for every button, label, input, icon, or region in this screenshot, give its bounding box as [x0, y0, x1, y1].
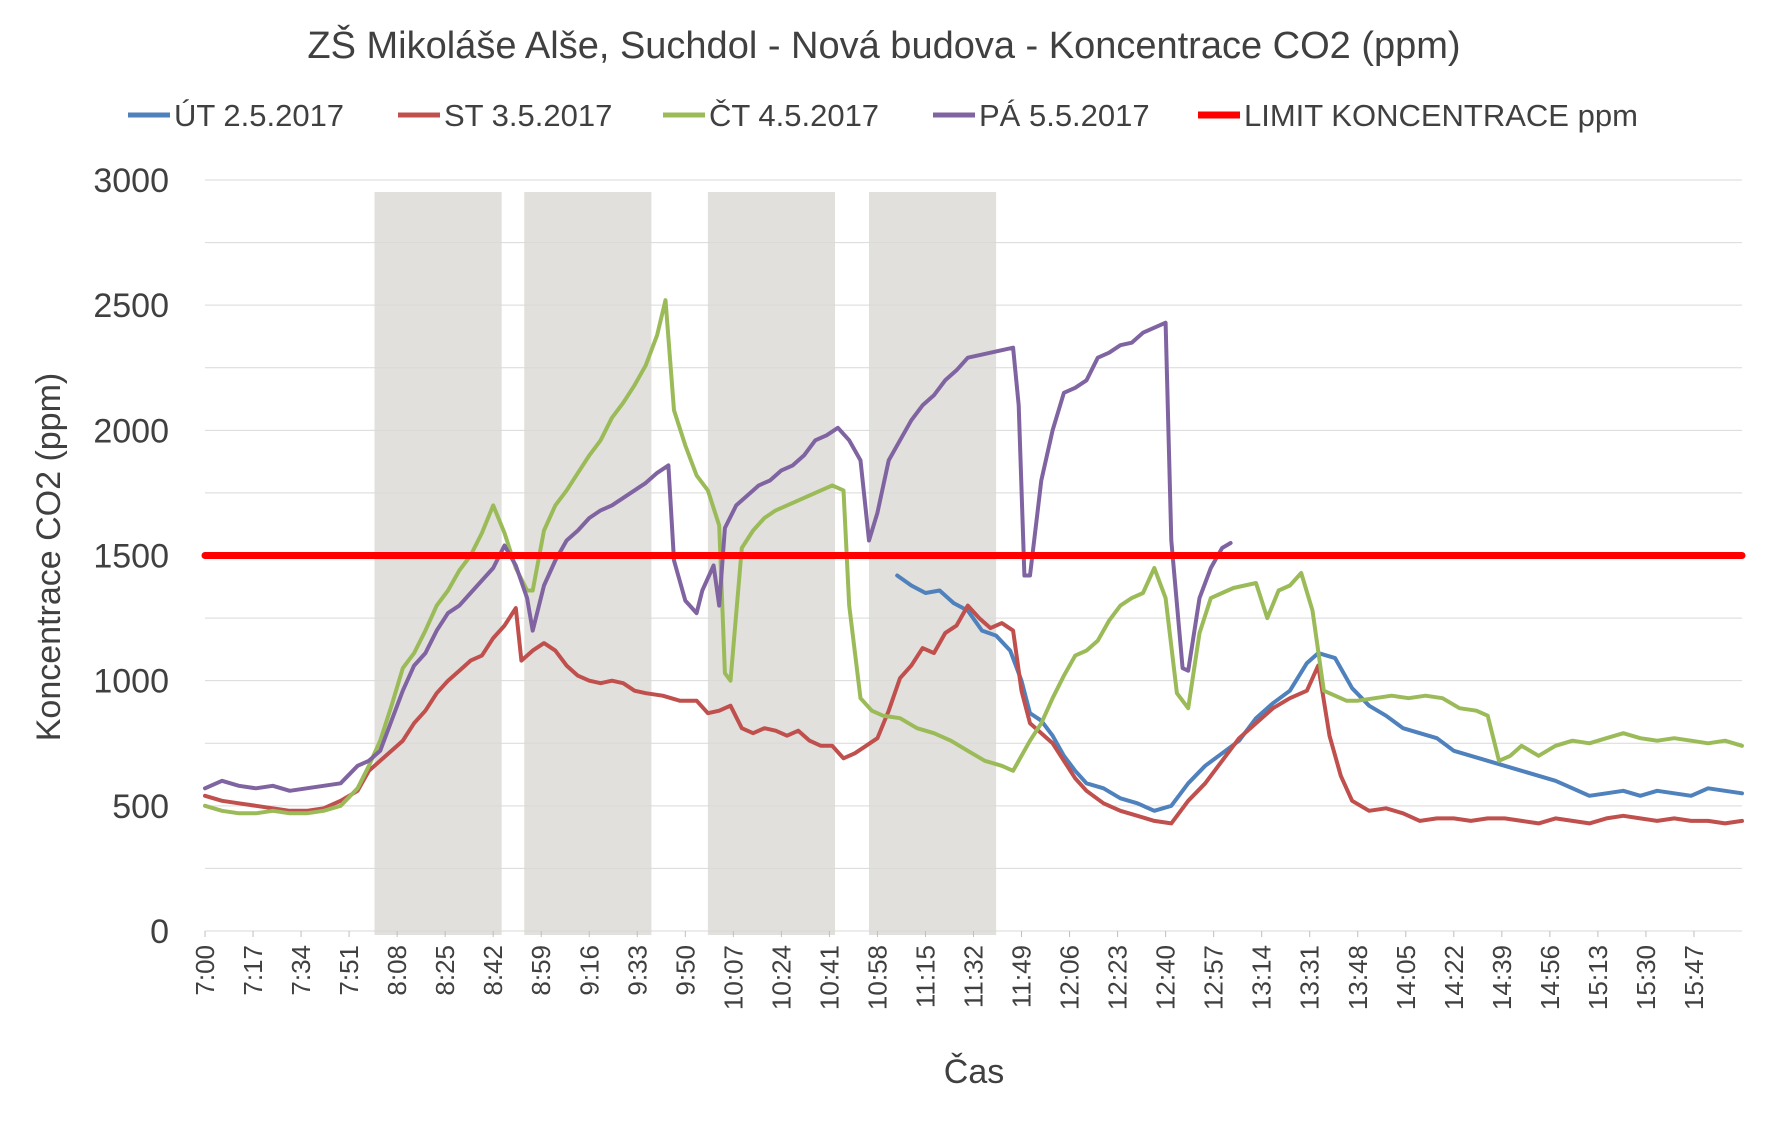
series-line: [203, 298, 1744, 816]
x-tick-label: 10:58: [862, 945, 892, 1010]
x-tick-label: 15:30: [1631, 945, 1661, 1010]
x-tick-label: 14:56: [1535, 945, 1565, 1010]
x-tick-label: 8:42: [478, 945, 508, 996]
legend-label: ČT 4.5.2017: [709, 98, 879, 133]
y-tick-labels: 0 500 1000 1500 2000 2500 3000: [93, 162, 169, 951]
x-tick-label: 9:16: [574, 945, 604, 996]
x-tick-label: 12:06: [1055, 945, 1085, 1010]
x-tick-labels: 7:00 7:17 7:34 7:51 8:08 8:25 8:42 8:59 9:16 9:33…: [190, 931, 1709, 1010]
x-tick-label: 7:17: [238, 945, 268, 996]
x-tick-label: 15:47: [1679, 945, 1709, 1010]
legend: ÚT 2.5.2017 ST 3.5.2017 ČT 4.5.2017 PÁ 5.5.…: [128, 98, 1638, 133]
x-tick-label: 12:23: [1103, 945, 1133, 1010]
y-tick-label: 1500: [93, 538, 169, 576]
series-line: [203, 320, 1233, 793]
x-axis-label: Čas: [944, 1053, 1004, 1091]
series-line: [203, 603, 1744, 826]
legend-label: ST 3.5.2017: [444, 98, 612, 133]
x-tick-label: 8:25: [430, 945, 460, 996]
y-tick-label: 500: [112, 788, 169, 826]
x-tick-label: 10:24: [766, 945, 796, 1010]
x-tick-label: 14:22: [1439, 945, 1469, 1010]
x-tick-label: 10:07: [718, 945, 748, 1010]
class-period-band: [374, 192, 502, 935]
class-period-band: [707, 192, 836, 935]
legend-label: ÚT 2.5.2017: [174, 98, 344, 133]
x-tick-label: 13:48: [1343, 945, 1373, 1010]
x-tick-label: 9:33: [622, 945, 652, 996]
y-tick-label: 1000: [93, 663, 169, 701]
y-tick-label: 2500: [93, 287, 169, 325]
x-tick-label: 8:08: [382, 945, 412, 996]
y-tick-label: 2000: [93, 412, 169, 450]
chart-title: ZŠ Mikoláše Alše, Suchdol - Nová budova …: [307, 23, 1460, 67]
x-tick-label: 10:41: [814, 945, 844, 1010]
x-tick-label: 7:34: [286, 945, 316, 996]
class-period-bands: [374, 192, 997, 935]
x-tick-label: 13:31: [1295, 945, 1325, 1010]
x-tick-label: 11:49: [1007, 945, 1037, 1008]
legend-label: LIMIT KONCENTRACE ppm: [1244, 98, 1638, 133]
x-tick-label: 11:32: [959, 945, 989, 1008]
x-tick-label: 12:40: [1151, 945, 1181, 1010]
y-tick-label: 3000: [93, 162, 169, 200]
series-layer: [201, 298, 1746, 826]
y-tick-label: 0: [150, 913, 169, 951]
x-tick-label: 7:51: [334, 945, 364, 996]
x-tick-label: 11:15: [910, 945, 940, 1008]
x-tick-label: 14:39: [1487, 945, 1517, 1010]
x-tick-label: 8:59: [526, 945, 556, 996]
class-period-band: [868, 192, 997, 935]
legend-label: PÁ 5.5.2017: [979, 98, 1150, 133]
x-tick-label: 15:13: [1583, 945, 1613, 1010]
x-tick-label: 14:05: [1391, 945, 1421, 1010]
x-tick-label: 12:57: [1199, 945, 1229, 1010]
class-period-band: [524, 192, 652, 935]
y-axis-label: Koncentrace CO2 (ppm): [30, 373, 68, 742]
x-tick-label: 9:50: [670, 945, 700, 996]
x-tick-label: 7:00: [190, 945, 220, 996]
x-tick-label: 13:14: [1247, 945, 1277, 1010]
